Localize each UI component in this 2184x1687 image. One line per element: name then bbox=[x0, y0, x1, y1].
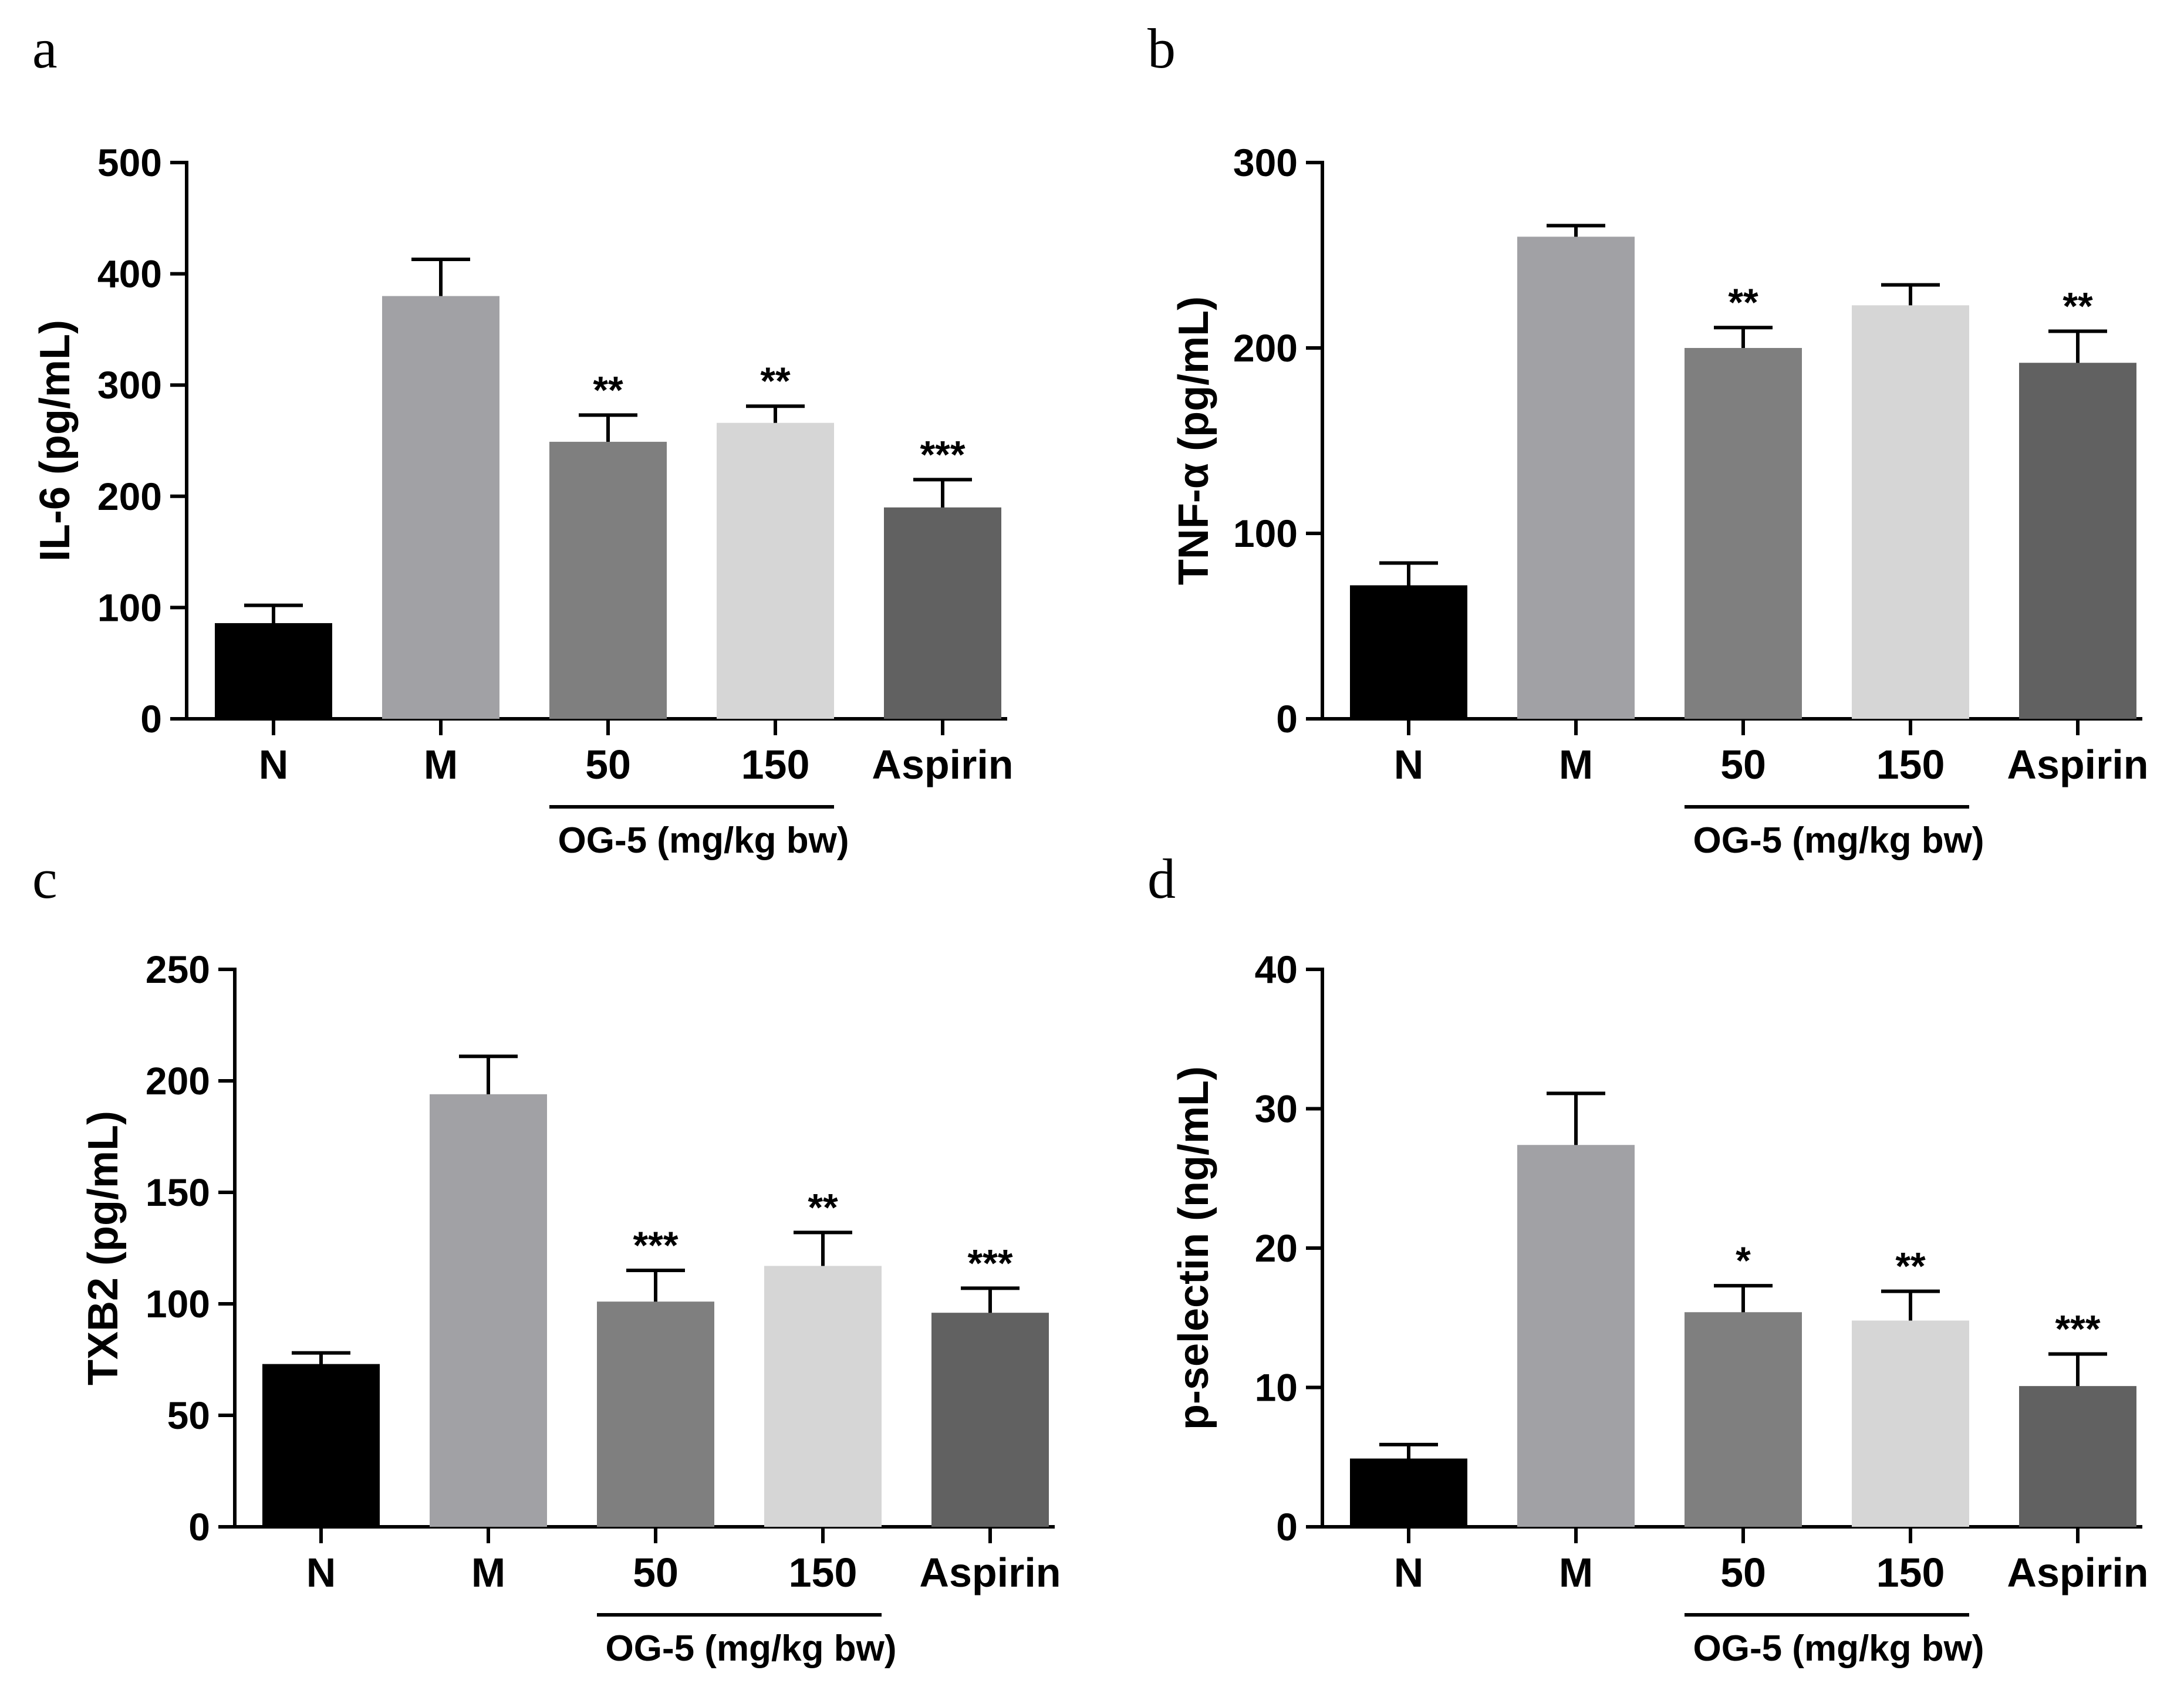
x-tick-label: 150 bbox=[1876, 742, 1945, 787]
y-tick-label: 40 bbox=[1255, 948, 1298, 991]
significance-label: *** bbox=[2055, 1307, 2100, 1351]
panel-letter: a bbox=[32, 17, 58, 80]
x-tick-label: 50 bbox=[1720, 742, 1766, 787]
y-tick-label: 100 bbox=[97, 586, 162, 629]
bar-aspirin bbox=[884, 507, 1001, 719]
x-tick-label: N bbox=[1394, 1550, 1424, 1595]
bar-150 bbox=[717, 422, 834, 719]
y-axis-title: IL-6 (pg/mL) bbox=[32, 320, 79, 562]
y-tick-label: 0 bbox=[140, 697, 162, 741]
x-tick-label: Aspirin bbox=[919, 1550, 1061, 1595]
panel-a: a IL-6 (pg/mL) 0 100 200 300 400 500 N M 50 ** 150 **… bbox=[32, 17, 1014, 861]
y-tick-label: 200 bbox=[1233, 326, 1298, 370]
bar-n bbox=[262, 1364, 380, 1527]
x-tick-label: M bbox=[1559, 742, 1593, 787]
y-tick-label: 0 bbox=[188, 1505, 210, 1549]
y-tick-label: 400 bbox=[97, 252, 162, 296]
panel-letter: b bbox=[1147, 17, 1176, 80]
x-tick-label: 50 bbox=[585, 742, 631, 787]
bar-aspirin bbox=[2019, 363, 2136, 719]
significance-label: ** bbox=[808, 1185, 838, 1229]
y-tick-label: 500 bbox=[97, 141, 162, 184]
bar-m bbox=[382, 296, 499, 719]
y-tick-label: 200 bbox=[146, 1059, 210, 1103]
significance-label: ** bbox=[1895, 1245, 1926, 1288]
y-tick-label: 250 bbox=[146, 948, 210, 991]
bar-m bbox=[1517, 1145, 1635, 1527]
panel-letter: c bbox=[32, 847, 58, 910]
y-axis-title: TNF-α (pg/mL) bbox=[1170, 296, 1217, 585]
significance-label: *** bbox=[633, 1223, 678, 1267]
bar-m bbox=[430, 1094, 547, 1527]
bar-50 bbox=[1685, 348, 1802, 719]
x-tick-label: 50 bbox=[633, 1550, 679, 1595]
x-tick-label: N bbox=[1394, 742, 1424, 787]
y-tick-label: 30 bbox=[1255, 1087, 1298, 1131]
x-tick-label: Aspirin bbox=[2007, 742, 2148, 787]
y-tick-label: 0 bbox=[1276, 1505, 1298, 1549]
x-tick-label: Aspirin bbox=[2007, 1550, 2148, 1595]
significance-label: * bbox=[1736, 1239, 1751, 1282]
y-tick-label: 0 bbox=[1276, 697, 1298, 741]
y-tick-label: 300 bbox=[1233, 141, 1298, 184]
y-axis-title: p-selectin (ng/mL) bbox=[1170, 1066, 1217, 1430]
y-tick-label: 200 bbox=[97, 475, 162, 518]
panel-d: d p-selectin (ng/mL) 0 10 20 30 40 N M 50 * 150 ** As… bbox=[1147, 847, 2149, 1669]
x-tick-label: M bbox=[1559, 1550, 1593, 1595]
bar-aspirin bbox=[931, 1313, 1049, 1527]
significance-label: *** bbox=[967, 1241, 1012, 1284]
bar-n bbox=[1350, 585, 1467, 719]
x-tick-label: M bbox=[471, 1550, 505, 1595]
bar-50 bbox=[597, 1301, 714, 1527]
bar-n bbox=[1350, 1458, 1467, 1527]
bar-150 bbox=[1852, 1320, 1969, 1527]
significance-label: ** bbox=[760, 359, 791, 403]
panel-letter: d bbox=[1147, 847, 1176, 910]
x-tick-label: N bbox=[259, 742, 289, 787]
group-label: OG-5 (mg/kg bw) bbox=[1693, 1628, 1984, 1669]
significance-label: *** bbox=[920, 432, 965, 476]
x-tick-label: 150 bbox=[1876, 1550, 1945, 1595]
x-tick-label: Aspirin bbox=[872, 742, 1013, 787]
y-tick-label: 20 bbox=[1255, 1226, 1298, 1270]
group-label: OG-5 (mg/kg bw) bbox=[606, 1628, 897, 1669]
y-tick-label: 50 bbox=[167, 1394, 210, 1437]
y-tick-label: 100 bbox=[146, 1282, 210, 1326]
x-tick-label: 50 bbox=[1720, 1550, 1766, 1595]
x-tick-label: 150 bbox=[741, 742, 810, 787]
x-tick-label: 150 bbox=[789, 1550, 858, 1595]
group-label: OG-5 (mg/kg bw) bbox=[1693, 820, 1984, 861]
x-tick-label: N bbox=[306, 1550, 336, 1595]
group-label: OG-5 (mg/kg bw) bbox=[558, 820, 849, 861]
y-tick-label: 300 bbox=[97, 363, 162, 407]
x-tick-label: M bbox=[424, 742, 458, 787]
y-axis-title: TXB2 (pg/mL) bbox=[80, 1111, 127, 1385]
y-tick-label: 100 bbox=[1233, 512, 1298, 555]
bar-150 bbox=[1852, 305, 1969, 719]
bar-150 bbox=[764, 1266, 882, 1527]
bar-50 bbox=[1685, 1312, 1802, 1527]
bar-50 bbox=[549, 441, 667, 719]
panel-c: c TXB2 (pg/mL) 0 50 100 150 200 250 N M 50 *** 150 **… bbox=[32, 847, 1061, 1669]
bar-n bbox=[215, 623, 332, 719]
significance-label: ** bbox=[2063, 285, 2093, 328]
y-tick-label: 150 bbox=[146, 1171, 210, 1214]
bar-m bbox=[1517, 236, 1635, 719]
y-tick-label: 10 bbox=[1255, 1366, 1298, 1409]
significance-label: ** bbox=[1728, 280, 1758, 324]
bar-aspirin bbox=[2019, 1386, 2136, 1527]
panel-b: b TNF-α (pg/mL) 0 100 200 300 N M 50 ** 150 Aspirin… bbox=[1147, 17, 2149, 861]
significance-label: ** bbox=[593, 368, 623, 411]
